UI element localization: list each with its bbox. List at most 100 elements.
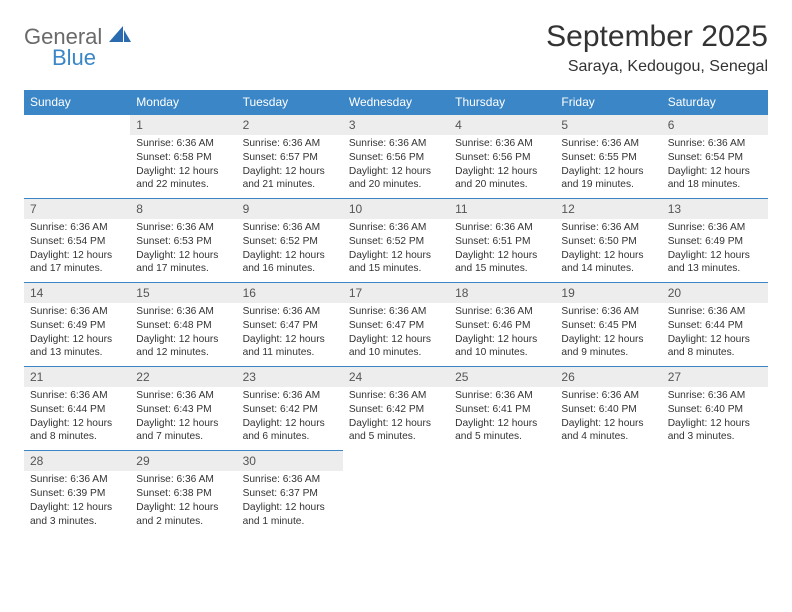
day-number: 24 — [343, 367, 449, 387]
sunrise-text: Sunrise: 6:36 AM — [561, 221, 655, 235]
calendar-day-cell: 28Sunrise: 6:36 AMSunset: 6:39 PMDayligh… — [24, 451, 130, 535]
day-details: Sunrise: 6:36 AMSunset: 6:44 PMDaylight:… — [24, 387, 130, 450]
day-details: Sunrise: 6:36 AMSunset: 6:45 PMDaylight:… — [555, 303, 661, 366]
sunrise-text: Sunrise: 6:36 AM — [243, 473, 337, 487]
calendar-day-cell: 30Sunrise: 6:36 AMSunset: 6:37 PMDayligh… — [237, 451, 343, 535]
day-number: 17 — [343, 283, 449, 303]
logo-word-blue: Blue — [52, 47, 131, 69]
day-number: 29 — [130, 451, 236, 471]
day-number: 27 — [662, 367, 768, 387]
day-number: 13 — [662, 199, 768, 219]
logo-sail-icon — [109, 26, 131, 49]
calendar-day-cell: 4Sunrise: 6:36 AMSunset: 6:56 PMDaylight… — [449, 115, 555, 199]
day-number: 23 — [237, 367, 343, 387]
calendar-day-cell: 29Sunrise: 6:36 AMSunset: 6:38 PMDayligh… — [130, 451, 236, 535]
daylight-text: Daylight: 12 hours and 8 minutes. — [30, 417, 124, 445]
day-number: 10 — [343, 199, 449, 219]
day-details: Sunrise: 6:36 AMSunset: 6:56 PMDaylight:… — [449, 135, 555, 198]
calendar-day-cell: 9Sunrise: 6:36 AMSunset: 6:52 PMDaylight… — [237, 199, 343, 283]
day-details: Sunrise: 6:36 AMSunset: 6:37 PMDaylight:… — [237, 471, 343, 534]
sunset-text: Sunset: 6:45 PM — [561, 319, 655, 333]
daylight-text: Daylight: 12 hours and 17 minutes. — [30, 249, 124, 277]
sunset-text: Sunset: 6:39 PM — [30, 487, 124, 501]
calendar-day-cell: 25Sunrise: 6:36 AMSunset: 6:41 PMDayligh… — [449, 367, 555, 451]
sunrise-text: Sunrise: 6:36 AM — [30, 389, 124, 403]
day-details: Sunrise: 6:36 AMSunset: 6:42 PMDaylight:… — [343, 387, 449, 450]
sunrise-text: Sunrise: 6:36 AM — [561, 305, 655, 319]
calendar-day-cell: 24Sunrise: 6:36 AMSunset: 6:42 PMDayligh… — [343, 367, 449, 451]
page-header: General Blue September 2025 Saraya, Kedo… — [24, 20, 768, 76]
calendar-day-cell — [449, 451, 555, 535]
sunset-text: Sunset: 6:46 PM — [455, 319, 549, 333]
sunrise-text: Sunrise: 6:36 AM — [243, 389, 337, 403]
calendar-day-cell: 5Sunrise: 6:36 AMSunset: 6:55 PMDaylight… — [555, 115, 661, 199]
day-number: 15 — [130, 283, 236, 303]
sunrise-text: Sunrise: 6:36 AM — [30, 305, 124, 319]
calendar-day-cell: 10Sunrise: 6:36 AMSunset: 6:52 PMDayligh… — [343, 199, 449, 283]
daylight-text: Daylight: 12 hours and 17 minutes. — [136, 249, 230, 277]
calendar-week-row: 7Sunrise: 6:36 AMSunset: 6:54 PMDaylight… — [24, 199, 768, 283]
sunrise-text: Sunrise: 6:36 AM — [136, 389, 230, 403]
sunset-text: Sunset: 6:42 PM — [349, 403, 443, 417]
calendar-table: SundayMondayTuesdayWednesdayThursdayFrid… — [24, 90, 768, 534]
daylight-text: Daylight: 12 hours and 10 minutes. — [455, 333, 549, 361]
sunrise-text: Sunrise: 6:36 AM — [30, 221, 124, 235]
sunrise-text: Sunrise: 6:36 AM — [349, 137, 443, 151]
daylight-text: Daylight: 12 hours and 18 minutes. — [668, 165, 762, 193]
sunrise-text: Sunrise: 6:36 AM — [243, 137, 337, 151]
calendar-day-cell: 15Sunrise: 6:36 AMSunset: 6:48 PMDayligh… — [130, 283, 236, 367]
daylight-text: Daylight: 12 hours and 13 minutes. — [30, 333, 124, 361]
day-details: Sunrise: 6:36 AMSunset: 6:52 PMDaylight:… — [343, 219, 449, 282]
weekday-header: Monday — [130, 90, 236, 115]
day-details: Sunrise: 6:36 AMSunset: 6:40 PMDaylight:… — [555, 387, 661, 450]
logo: General Blue — [24, 26, 131, 69]
calendar-day-cell: 7Sunrise: 6:36 AMSunset: 6:54 PMDaylight… — [24, 199, 130, 283]
sunrise-text: Sunrise: 6:36 AM — [30, 473, 124, 487]
calendar-day-cell: 12Sunrise: 6:36 AMSunset: 6:50 PMDayligh… — [555, 199, 661, 283]
day-details: Sunrise: 6:36 AMSunset: 6:50 PMDaylight:… — [555, 219, 661, 282]
calendar-header-row: SundayMondayTuesdayWednesdayThursdayFrid… — [24, 90, 768, 115]
sunset-text: Sunset: 6:56 PM — [455, 151, 549, 165]
calendar-day-cell: 3Sunrise: 6:36 AMSunset: 6:56 PMDaylight… — [343, 115, 449, 199]
day-number: 22 — [130, 367, 236, 387]
day-number: 28 — [24, 451, 130, 471]
sunset-text: Sunset: 6:44 PM — [668, 319, 762, 333]
day-number: 20 — [662, 283, 768, 303]
sunrise-text: Sunrise: 6:36 AM — [349, 221, 443, 235]
sunset-text: Sunset: 6:44 PM — [30, 403, 124, 417]
day-details: Sunrise: 6:36 AMSunset: 6:56 PMDaylight:… — [343, 135, 449, 198]
day-details: Sunrise: 6:36 AMSunset: 6:53 PMDaylight:… — [130, 219, 236, 282]
daylight-text: Daylight: 12 hours and 14 minutes. — [561, 249, 655, 277]
sunset-text: Sunset: 6:42 PM — [243, 403, 337, 417]
sunset-text: Sunset: 6:49 PM — [668, 235, 762, 249]
daylight-text: Daylight: 12 hours and 7 minutes. — [136, 417, 230, 445]
weekday-header: Thursday — [449, 90, 555, 115]
daylight-text: Daylight: 12 hours and 4 minutes. — [561, 417, 655, 445]
daylight-text: Daylight: 12 hours and 16 minutes. — [243, 249, 337, 277]
day-details: Sunrise: 6:36 AMSunset: 6:54 PMDaylight:… — [662, 135, 768, 198]
calendar-day-cell: 6Sunrise: 6:36 AMSunset: 6:54 PMDaylight… — [662, 115, 768, 199]
sunrise-text: Sunrise: 6:36 AM — [349, 305, 443, 319]
day-number: 30 — [237, 451, 343, 471]
day-details: Sunrise: 6:36 AMSunset: 6:49 PMDaylight:… — [662, 219, 768, 282]
sunrise-text: Sunrise: 6:36 AM — [455, 305, 549, 319]
day-number: 21 — [24, 367, 130, 387]
sunset-text: Sunset: 6:54 PM — [668, 151, 762, 165]
weekday-header: Saturday — [662, 90, 768, 115]
daylight-text: Daylight: 12 hours and 5 minutes. — [455, 417, 549, 445]
calendar-week-row: 14Sunrise: 6:36 AMSunset: 6:49 PMDayligh… — [24, 283, 768, 367]
day-number: 5 — [555, 115, 661, 135]
sunset-text: Sunset: 6:48 PM — [136, 319, 230, 333]
sunrise-text: Sunrise: 6:36 AM — [136, 473, 230, 487]
sunset-text: Sunset: 6:38 PM — [136, 487, 230, 501]
day-number: 7 — [24, 199, 130, 219]
day-details: Sunrise: 6:36 AMSunset: 6:38 PMDaylight:… — [130, 471, 236, 534]
sunset-text: Sunset: 6:49 PM — [30, 319, 124, 333]
day-number: 6 — [662, 115, 768, 135]
daylight-text: Daylight: 12 hours and 5 minutes. — [349, 417, 443, 445]
sunset-text: Sunset: 6:47 PM — [243, 319, 337, 333]
page-title: September 2025 — [546, 20, 768, 54]
day-number: 8 — [130, 199, 236, 219]
sunset-text: Sunset: 6:41 PM — [455, 403, 549, 417]
day-number: 16 — [237, 283, 343, 303]
